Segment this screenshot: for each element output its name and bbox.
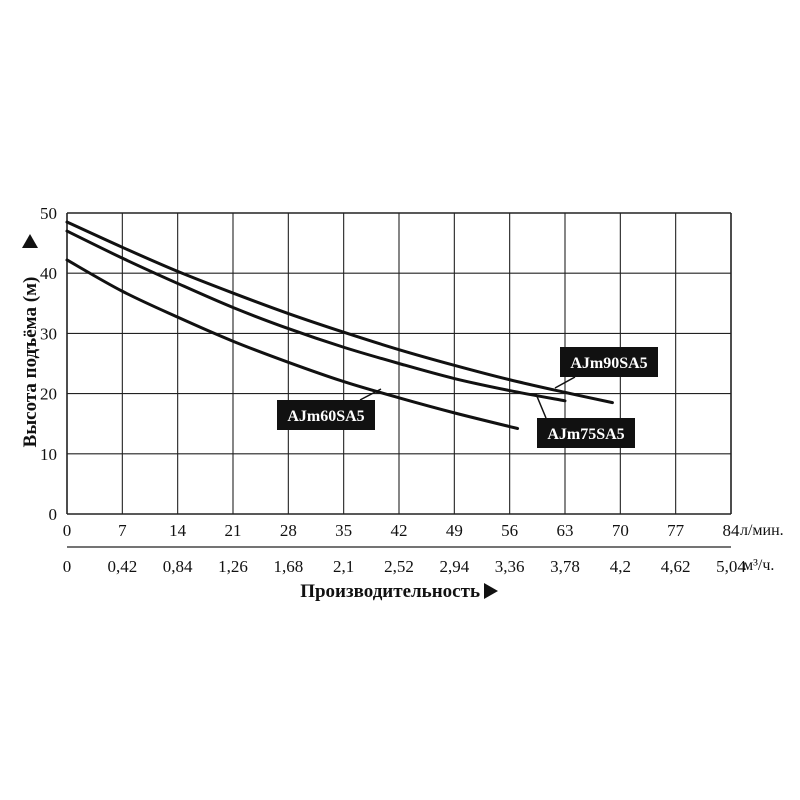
series-label-box-ajm90sa5: [560, 347, 658, 377]
y-tick-label: 40: [40, 264, 57, 283]
y-axis-title: Высота подъёма (м): [20, 277, 41, 448]
series-line-ajm75sa5: [65, 229, 567, 403]
x-tick-label-primary: 42: [391, 521, 408, 540]
x-tick-label-primary: 70: [612, 521, 629, 540]
x-tick-label-secondary: 0: [63, 557, 72, 576]
y-tick-label: 30: [40, 324, 57, 343]
leader-line-ajm60sa5: [359, 388, 382, 401]
x-tick-label-secondary: 4,2: [610, 557, 631, 576]
y-tick-label: 10: [40, 445, 57, 464]
x-tick-label-secondary: 0,84: [163, 557, 193, 576]
x-tick-label-primary: 35: [335, 521, 352, 540]
series-label-box-ajm75sa5: [537, 418, 635, 448]
series-label-ajm60sa5: AJm60SA5: [287, 408, 364, 425]
x-tick-label-primary: 14: [169, 521, 187, 540]
x-unit-secondary: м³/ч.: [743, 557, 774, 574]
y-tick-label: 20: [40, 385, 57, 404]
x-tick-label-secondary: 1,26: [218, 557, 248, 576]
x-tick-label-secondary: 2,94: [439, 557, 469, 576]
x-unit-primary: л/мин.: [740, 522, 784, 539]
x-tick-label-primary: 28: [280, 521, 297, 540]
series-line-ajm90sa5: [65, 220, 614, 405]
x-tick-label-secondary: 2,52: [384, 557, 414, 576]
x-tick-label-secondary: 3,36: [495, 557, 525, 576]
x-tick-label-primary: 21: [225, 521, 242, 540]
x-tick-label-primary: 63: [557, 521, 574, 540]
series-label-ajm75sa5: AJm75SA5: [547, 426, 624, 443]
x-tick-label-secondary: 5,04: [716, 557, 746, 576]
x-tick-label-primary: 84: [723, 521, 741, 540]
series-label-box-ajm60sa5: [277, 400, 375, 430]
y-axis-arrow-icon: [22, 234, 38, 248]
x-tick-label-primary: 77: [667, 521, 685, 540]
x-axis-arrow-icon: [484, 583, 498, 599]
series-line-ajm60sa5: [65, 258, 520, 431]
x-tick-label-primary: 49: [446, 521, 463, 540]
x-tick-label-primary: 0: [63, 521, 72, 540]
x-tick-label-primary: 56: [501, 521, 518, 540]
grid: [66, 212, 732, 548]
series-curves: [65, 220, 614, 431]
x-tick-label-secondary: 1,68: [273, 557, 303, 576]
y-tick-label: 50: [40, 204, 57, 223]
x-axis-title: Производительность: [300, 581, 480, 602]
x-tick-label-secondary: 3,78: [550, 557, 580, 576]
x-tick-label-secondary: 0,42: [107, 557, 137, 576]
series-label-ajm90sa5: AJm90SA5: [570, 355, 647, 372]
y-tick-label: 0: [49, 505, 58, 524]
tick-labels: 0070,42140,84211,26281,68352,1422,52492,…: [40, 204, 746, 576]
leader-line-ajm75sa5: [535, 393, 547, 419]
x-tick-label-secondary: 2,1: [333, 557, 354, 576]
series-labels: AJm60SA5 AJm75SA5 AJm90SA5: [277, 347, 658, 448]
leader-line-ajm90sa5: [554, 376, 576, 389]
x-tick-label-secondary: 4,62: [661, 557, 691, 576]
x-tick-label-primary: 7: [118, 521, 127, 540]
